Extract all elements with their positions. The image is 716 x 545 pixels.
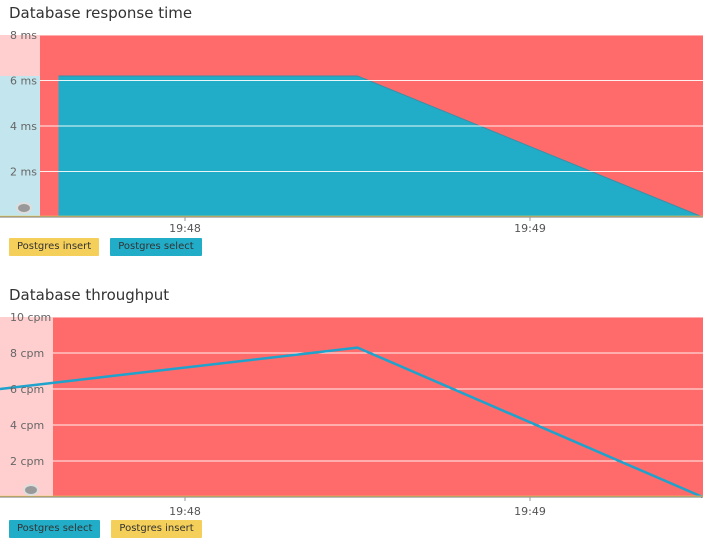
area-series-postgres-select[interactable] [58, 75, 703, 217]
y-tick-label: 4 cpm [10, 419, 44, 432]
chart-2-title: Database throughput [9, 286, 170, 304]
y-tick-label: 4 ms [10, 120, 37, 133]
legend-item-postgres-insert[interactable]: Postgres insert [111, 520, 202, 538]
y-tick-label: 6 cpm [10, 383, 44, 396]
chart-1-legend: Postgres insert Postgres select [9, 238, 202, 256]
y-tick-label: 2 ms [10, 166, 37, 179]
sidebar-area-tint [0, 75, 40, 217]
y-tick-label: 2 cpm [10, 455, 44, 468]
x-tick-label: 19:49 [514, 505, 546, 518]
chart-2-legend: Postgres select Postgres insert [9, 520, 202, 538]
chart-1-title: Database response time [9, 4, 193, 22]
scrubber-handle-icon[interactable] [16, 202, 32, 214]
plot-sidebar [0, 317, 53, 497]
y-tick-label: 6 ms [10, 75, 37, 88]
legend-item-postgres-select[interactable]: Postgres select [9, 520, 101, 538]
y-tick-label: 8 cpm [10, 347, 44, 360]
plot-background [0, 317, 703, 497]
response-time-chart: 2 ms 4 ms 6 ms 8 ms 19:48 19:49 [0, 29, 703, 235]
legend-item-postgres-select[interactable]: Postgres select [110, 238, 202, 256]
x-tick-label: 19:49 [514, 222, 546, 235]
x-tick-label: 19:48 [169, 222, 201, 235]
y-tick-label: 8 ms [10, 29, 37, 42]
line-series-postgres-select[interactable] [0, 346, 703, 499]
y-tick-label: 10 cpm [10, 311, 51, 324]
legend-item-postgres-insert[interactable]: Postgres insert [9, 238, 100, 256]
scrubber-handle-icon[interactable] [23, 484, 39, 496]
x-tick-label: 19:48 [169, 505, 201, 518]
area-series-outline [58, 75, 703, 218]
